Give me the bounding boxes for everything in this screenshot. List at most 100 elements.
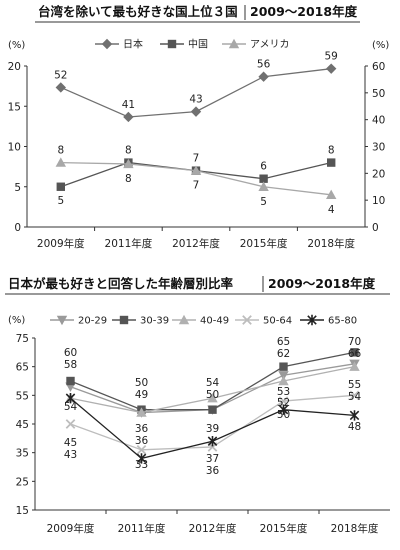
chart1-legend-0-marker bbox=[101, 38, 113, 50]
chart2-label-50-64: 36 bbox=[135, 435, 149, 447]
chart1-label-usa: 5 bbox=[260, 196, 267, 208]
chart2-label-upper: 60 bbox=[64, 347, 77, 359]
chart2-label-upper: 58 bbox=[64, 359, 77, 371]
chart1-series-2-point bbox=[258, 181, 269, 191]
chart2-legend-1-label: 30-39 bbox=[140, 316, 169, 327]
chart1-xtick: 2012年度 bbox=[172, 237, 220, 250]
chart1-unit-right: (%) bbox=[372, 40, 389, 51]
chart2-series-3-point bbox=[278, 396, 289, 406]
chart2-label-65-80: 39 bbox=[206, 423, 219, 435]
chart2-xtick: 2018年度 bbox=[331, 522, 379, 535]
chart2-label-50-64: 55 bbox=[348, 379, 361, 391]
chart-favorite-countries: 台湾を除いて最も好きな国上位３国 2009〜2018年度 (%) (%) 日本 中国 アメリ… bbox=[8, 4, 390, 250]
chart2-ytick: 45 bbox=[16, 419, 29, 431]
chart2-xtick: 2015年度 bbox=[260, 522, 308, 535]
chart-age-groups: 日本が最も好きと回答した年齢層別比率 2009〜2018年度 (%) 20-29 30-… bbox=[5, 276, 390, 535]
chart2-label-extra: 36 bbox=[135, 423, 149, 435]
chart1-label-japan: 52 bbox=[54, 69, 67, 81]
chart1-xtick: 2011年度 bbox=[105, 237, 153, 250]
chart1-label-usa: 4 bbox=[328, 204, 335, 216]
chart2-label-extra: 52 bbox=[277, 397, 290, 409]
chart2-series-2-point bbox=[207, 393, 218, 403]
chart2-label-upper: 62 bbox=[277, 348, 290, 360]
chart1-series-2-point bbox=[326, 189, 337, 199]
chart1-title: 台湾を除いて最も好きな国上位３国 bbox=[38, 4, 238, 19]
chart2-series-4-point bbox=[136, 453, 147, 464]
chart2-legend-3-marker bbox=[242, 315, 252, 325]
chart2-legend-4-label: 65-80 bbox=[328, 316, 357, 327]
chart2-label-extra: 36 bbox=[206, 465, 220, 477]
chart2-ytick: 35 bbox=[16, 448, 29, 460]
chart2-label-extra: 43 bbox=[64, 449, 77, 461]
chart2-title: 日本が最も好きと回答した年齢層別比率 bbox=[8, 276, 234, 291]
chart1-ytick-right: 40 bbox=[372, 115, 385, 127]
chart1-label-china: 8 bbox=[328, 145, 335, 157]
chart1-ytick-right: 0 bbox=[372, 222, 379, 234]
chart2-ytick: 75 bbox=[16, 333, 29, 345]
chart2-series-0-point bbox=[278, 371, 289, 381]
chart1-label-china: 7 bbox=[193, 153, 200, 165]
chart1-label-usa: 7 bbox=[193, 180, 200, 192]
chart2-series-4-point bbox=[278, 404, 289, 415]
chart2-series-1-point bbox=[208, 405, 217, 414]
chart2-label-upper: 50 bbox=[135, 377, 148, 389]
chart2-legend-2-label: 40-49 bbox=[200, 316, 229, 327]
chart1-ytick-left: 10 bbox=[8, 142, 21, 154]
chart1-unit-left: (%) bbox=[8, 40, 25, 51]
chart2-label-upper: 65 bbox=[277, 336, 290, 348]
chart1-label-japan: 43 bbox=[189, 94, 202, 106]
chart1-series-2-point bbox=[123, 158, 134, 169]
chart2-series-1-point bbox=[66, 376, 75, 386]
chart2-label-65-80: 54 bbox=[64, 401, 78, 413]
chart2-series-2-point bbox=[136, 407, 147, 417]
chart1-series-1-point bbox=[56, 182, 65, 191]
chart2-label-upper: 49 bbox=[135, 389, 148, 401]
chart1-xtick: 2015年度 bbox=[240, 237, 288, 250]
chart1-series-0-point bbox=[258, 71, 269, 82]
chart2-unit-left: (%) bbox=[8, 315, 25, 326]
chart1-series-0-point bbox=[326, 63, 337, 74]
chart2-series-3-point bbox=[136, 444, 147, 455]
chart2-series-2-point bbox=[349, 361, 360, 371]
chart1-ytick-left: 15 bbox=[8, 101, 21, 113]
chart1-legend-2-marker bbox=[228, 38, 240, 49]
chart2-legend-0-marker bbox=[56, 315, 68, 326]
chart1-legend-1-marker bbox=[167, 39, 177, 49]
chart1-label-japan: 59 bbox=[325, 51, 338, 63]
chart2-series-4-point bbox=[65, 393, 76, 404]
chart2-title-years: 2009〜2018年度 bbox=[268, 276, 376, 291]
chart1-label-china: 6 bbox=[260, 161, 267, 173]
chart2-label-upper: 66 bbox=[348, 348, 362, 360]
chart2-label-65-80: 48 bbox=[348, 421, 361, 433]
chart2-label-50-64: 45 bbox=[64, 437, 77, 449]
chart2-series-4-point bbox=[207, 436, 218, 447]
chart2-series-3-point bbox=[65, 419, 76, 429]
chart2-label-upper: 54 bbox=[206, 377, 220, 389]
chart2-legend-1-marker bbox=[119, 315, 129, 325]
chart2-series-1-point bbox=[350, 348, 359, 357]
chart2-label-65-80: 33 bbox=[135, 459, 148, 471]
chart1-label-usa: 8 bbox=[125, 173, 132, 185]
chart2-label-upper: 70 bbox=[348, 336, 361, 348]
chart2-legend-4-marker bbox=[307, 314, 317, 326]
chart1-label-japan: 56 bbox=[257, 59, 271, 71]
chart2-label-50-64: 53 bbox=[277, 386, 290, 398]
chart1-ytick-left: 20 bbox=[8, 61, 21, 73]
chart1-label-china: 8 bbox=[125, 145, 132, 157]
chart1-ytick-right: 50 bbox=[372, 88, 385, 100]
chart1-label-japan: 41 bbox=[122, 99, 135, 111]
chart2-legend-2-marker bbox=[178, 314, 190, 325]
chart2-xtick: 2009年度 bbox=[47, 522, 95, 535]
chart1-ytick-left: 5 bbox=[14, 182, 21, 194]
chart2-ytick: 25 bbox=[16, 476, 29, 488]
chart1-label-usa: 8 bbox=[57, 145, 64, 157]
chart2-legend-0-label: 20-29 bbox=[78, 316, 107, 327]
chart2-label-65-80: 50 bbox=[277, 409, 290, 421]
chart1-title-years: 2009〜2018年度 bbox=[250, 4, 358, 19]
chart1-series-1-point bbox=[259, 174, 268, 183]
chart2-label-upper: 50 bbox=[206, 389, 219, 401]
chart1-series-0-point bbox=[190, 106, 202, 117]
chart1-series-0-point bbox=[55, 82, 66, 93]
chart1-legend-2-label: アメリカ bbox=[250, 39, 290, 51]
